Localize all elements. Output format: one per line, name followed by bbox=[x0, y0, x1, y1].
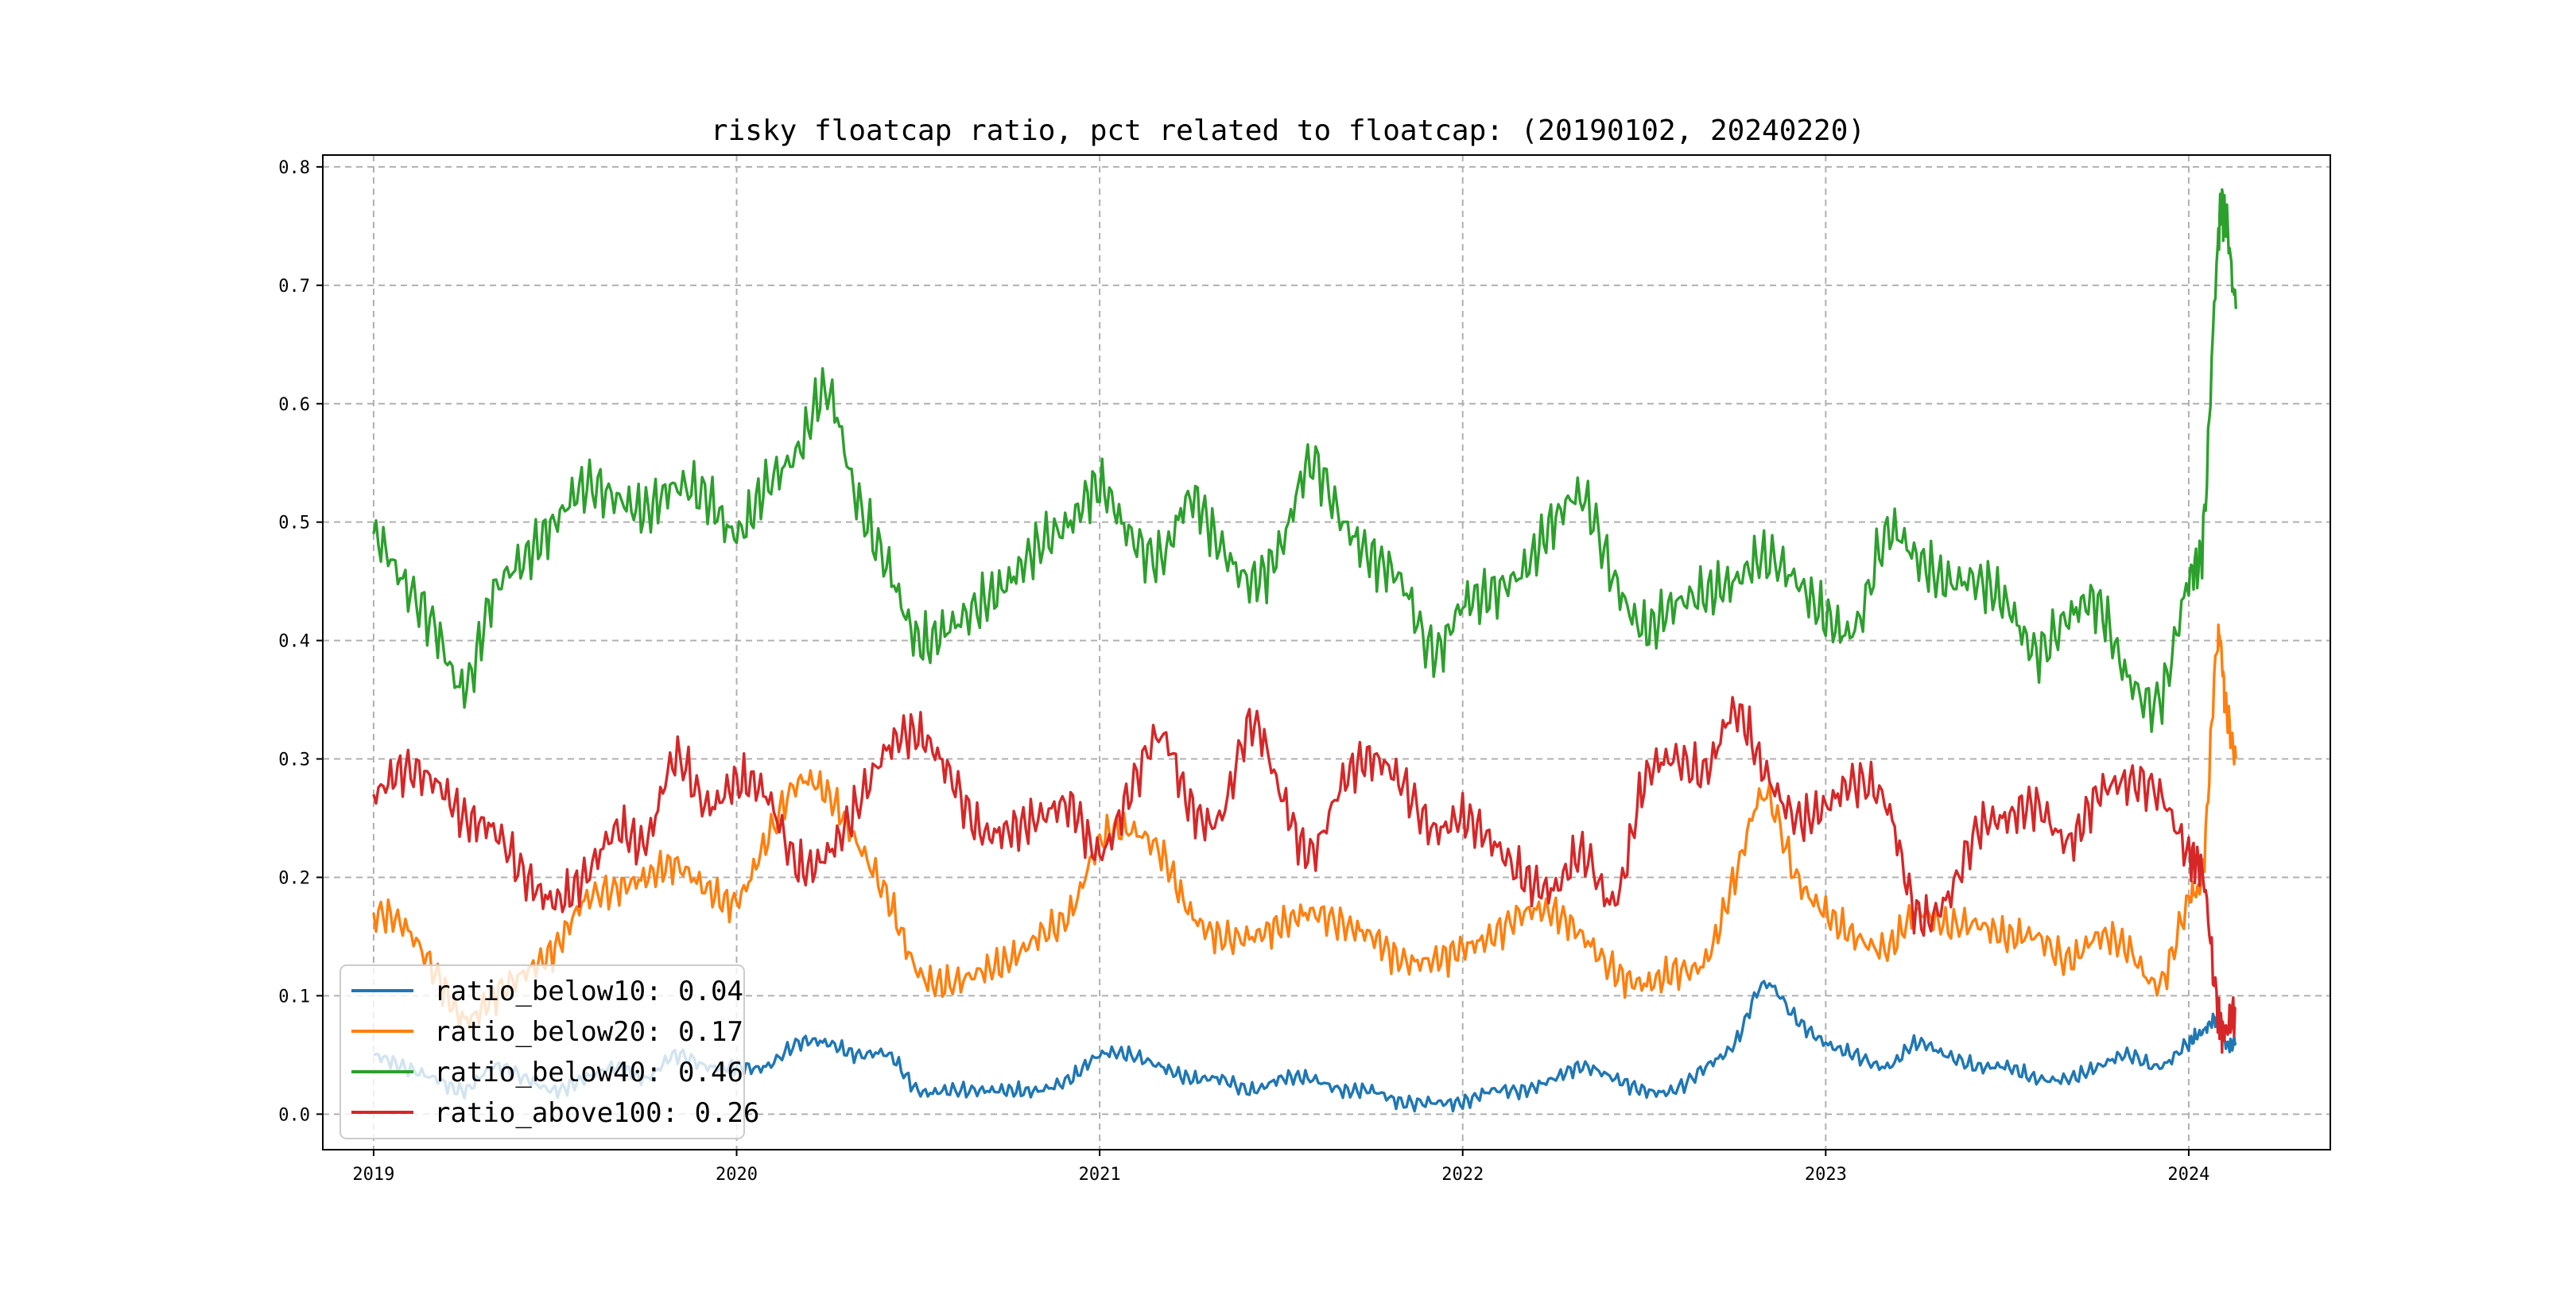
y-tick-label: 0.6 bbox=[278, 395, 310, 415]
y-tick-label: 0.7 bbox=[278, 277, 310, 297]
y-tick-label: 0.3 bbox=[278, 751, 310, 770]
series-line-ratio_below40 bbox=[372, 188, 2237, 733]
legend-label-ratio_below20: ratio_below20: 0.17 bbox=[434, 1016, 743, 1048]
y-tick-label: 0.8 bbox=[278, 158, 310, 178]
legend-box bbox=[339, 964, 745, 1139]
x-tick-label: 2021 bbox=[1079, 1165, 1121, 1185]
y-tick-label: 0.5 bbox=[278, 514, 310, 533]
axes-layer: 2019 2020 2021 2022 2023 2024 0.0 0.1 0.2 0.3 0.4 0… bbox=[278, 154, 2331, 1185]
y-tick-label: 0.1 bbox=[278, 987, 310, 1007]
legend: ratio_below10: 0.04 ratio_below20: 0.17 ra… bbox=[339, 964, 759, 1139]
legend-label-ratio_below40: ratio_below40: 0.46 bbox=[434, 1057, 743, 1088]
y-tick-label: 0.2 bbox=[278, 868, 310, 888]
series-layer bbox=[372, 188, 2237, 1113]
y-tick-label: 0.4 bbox=[278, 632, 310, 652]
chart-title: risky floatcap ratio, pct related to flo… bbox=[711, 114, 1865, 147]
series-line-ratio_above100 bbox=[372, 696, 2237, 1054]
x-tick-label: 2023 bbox=[1805, 1165, 1847, 1185]
x-tick-label: 2022 bbox=[1441, 1165, 1484, 1185]
plot-frame bbox=[322, 154, 2331, 1150]
series-line-ratio_below20 bbox=[372, 623, 2237, 1030]
x-tick-label: 2020 bbox=[716, 1165, 758, 1185]
y-tick-label: 0.0 bbox=[278, 1105, 310, 1125]
x-tick-label: 2019 bbox=[352, 1165, 394, 1185]
x-tick-label: 2024 bbox=[2167, 1165, 2209, 1185]
legend-label-ratio_above100: ratio_above100: 0.26 bbox=[434, 1097, 759, 1129]
legend-label-ratio_below10: ratio_below10: 0.04 bbox=[434, 976, 743, 1007]
